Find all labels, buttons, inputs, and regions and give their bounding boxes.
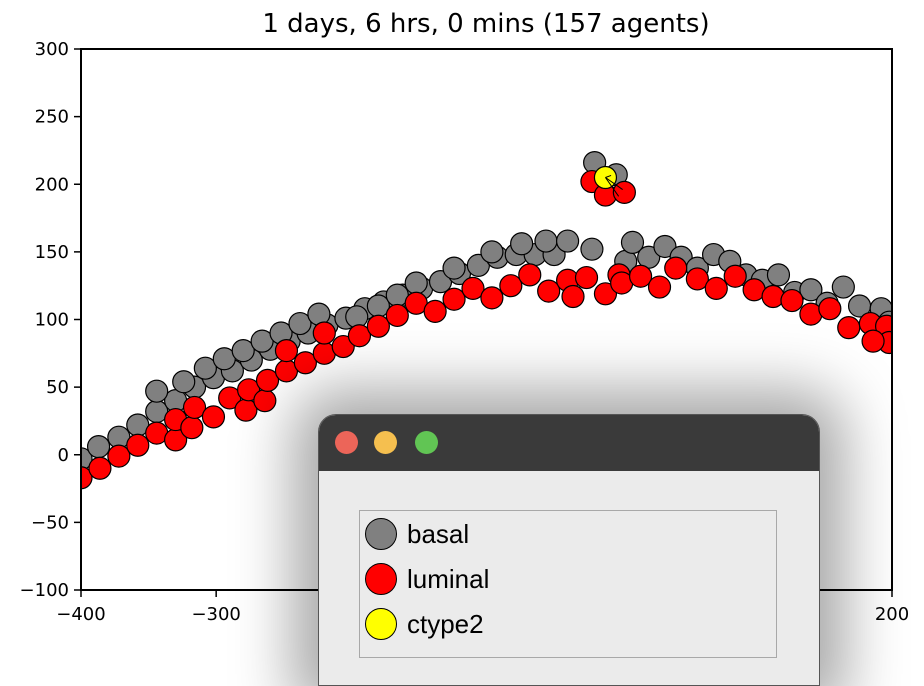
legend-entry-luminal: luminal — [365, 561, 489, 597]
y-tick-label: 50 — [46, 377, 69, 398]
basal-cell-point — [653, 234, 677, 259]
basal-cell-point — [534, 229, 558, 253]
legend-label: luminal — [407, 563, 490, 594]
basal-cell-point — [145, 379, 169, 403]
basal-cell-point — [766, 263, 791, 287]
ctype2-spoke — [605, 177, 623, 190]
basal-cell-point — [288, 311, 312, 336]
basal-cell-point — [831, 275, 855, 299]
ctype2-spoke — [605, 177, 620, 197]
luminal-cell-point — [182, 395, 207, 420]
legend-window: basal luminal ctype2 — [318, 414, 820, 686]
luminal-marker-icon — [365, 563, 397, 595]
luminal-cell-point — [780, 288, 804, 313]
luminal-cell-point — [255, 368, 280, 392]
legend-entry-ctype2: ctype2 — [365, 606, 484, 642]
luminal-cell-point — [628, 264, 653, 288]
x-tick-label: 200 — [875, 604, 909, 625]
luminal-cell-point — [861, 329, 885, 353]
window-titlebar[interactable] — [319, 415, 819, 471]
luminal-cell-point — [537, 279, 561, 303]
luminal-cell-point — [312, 321, 336, 345]
ctype2-spoke — [605, 174, 612, 178]
luminal-cell-point — [461, 276, 485, 300]
legend: basal luminal ctype2 — [359, 510, 777, 658]
luminal-cell-point — [107, 444, 131, 468]
y-tick-label: −100 — [20, 580, 69, 601]
scatter-chart: 1 days, 6 hrs, 0 mins (157 agents) −400 −… — [20, 9, 910, 625]
luminal-cell-point — [574, 265, 599, 290]
luminal-cell-point — [761, 284, 785, 309]
y-tick-label: 100 — [35, 310, 69, 331]
luminal-cell-point — [723, 264, 747, 288]
y-tick-label: 150 — [35, 242, 69, 263]
legend-entry-basal: basal — [365, 516, 469, 552]
luminal-cell-point — [237, 378, 261, 402]
minimize-window-button[interactable] — [374, 431, 397, 454]
basal-cell-point — [193, 356, 217, 380]
basal-cell-point — [231, 339, 255, 363]
basal-cell-point — [510, 232, 534, 256]
basal-cell-point — [580, 237, 604, 261]
luminal-cell-point — [366, 314, 390, 338]
maximize-window-button[interactable] — [415, 431, 438, 454]
basal-cell-point — [799, 278, 823, 302]
luminal-cell-point — [561, 284, 585, 309]
chart-title: 1 days, 6 hrs, 0 mins (157 agents) — [262, 9, 709, 39]
luminal-cell-point — [88, 456, 112, 480]
luminal-cell-point — [331, 334, 355, 359]
basal-cell-point — [620, 230, 645, 255]
luminal-cell-point — [518, 263, 542, 287]
basal-cell-point — [442, 256, 466, 280]
luminal-cell-point — [347, 324, 372, 348]
basal-cell-point — [172, 370, 196, 394]
x-tick-label: −400 — [56, 604, 105, 625]
luminal-cell-point — [685, 267, 709, 291]
luminal-cell-point — [274, 339, 299, 363]
luminal-cell-point — [442, 287, 466, 311]
luminal-cell-point — [612, 180, 636, 204]
luminal-cell-point — [704, 276, 728, 300]
luminal-cell-point — [499, 274, 523, 298]
luminal-cell-point — [385, 303, 409, 328]
basal-cell-point — [86, 435, 111, 459]
legend-label: ctype2 — [407, 608, 484, 639]
luminal-cell-point — [837, 316, 861, 340]
basal-cell-point — [404, 271, 428, 295]
luminal-cell-point — [201, 405, 226, 429]
luminal-cell-point — [423, 299, 447, 323]
points-layer — [81, 151, 892, 490]
y-tick-label: 0 — [58, 445, 69, 466]
luminal-cell-point — [593, 282, 618, 306]
y-tick-label: −50 — [31, 512, 69, 533]
luminal-cell-point — [818, 297, 842, 321]
luminal-cell-point — [664, 256, 688, 280]
luminal-cell-point — [126, 433, 150, 457]
basal-marker-icon — [365, 518, 397, 550]
ctype2-marker-icon — [365, 608, 397, 640]
luminal-cell-point — [647, 275, 672, 299]
y-axis: −100 −50 0 50 100 150 200 250 300 — [20, 39, 81, 601]
close-window-button[interactable] — [335, 431, 358, 454]
legend-label: basal — [407, 518, 470, 549]
luminal-cell-point — [480, 286, 504, 310]
x-tick-label: −300 — [191, 604, 240, 625]
basal-cell-point — [555, 229, 580, 253]
basal-cell-point — [480, 240, 504, 264]
y-tick-label: 200 — [35, 174, 69, 195]
y-tick-label: 300 — [35, 39, 69, 60]
luminal-cell-point — [180, 416, 204, 440]
luminal-cell-point — [253, 389, 277, 413]
luminal-cell-point — [293, 351, 317, 375]
y-tick-label: 250 — [35, 107, 69, 128]
